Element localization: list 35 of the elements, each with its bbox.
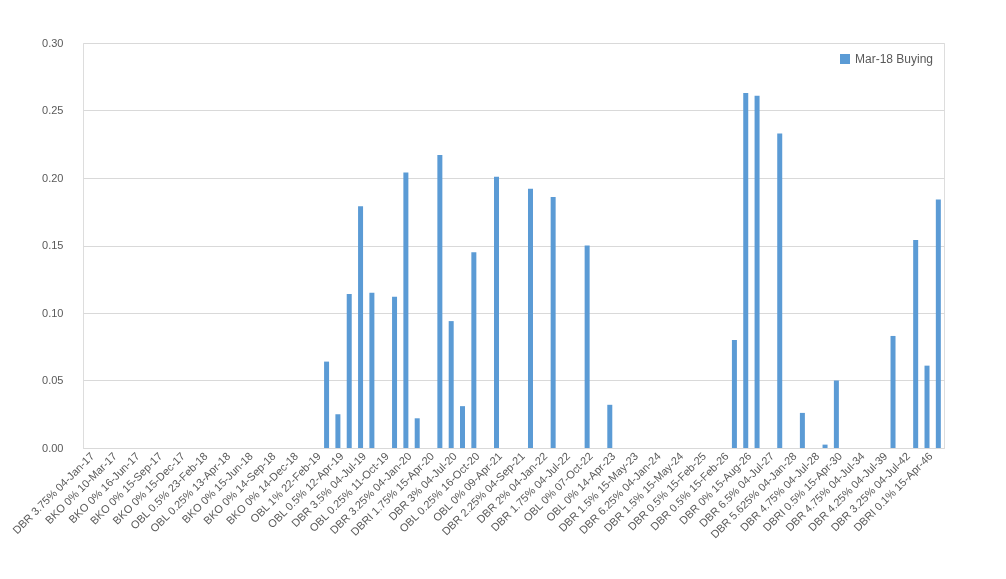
bar: [369, 292, 375, 448]
bar: [335, 414, 341, 448]
y-tick-label: 0.25: [42, 104, 64, 116]
bar: [414, 418, 420, 448]
bar: [471, 252, 477, 448]
bar: [448, 321, 454, 448]
bar: [584, 245, 590, 448]
bar: [890, 335, 896, 448]
bar: [799, 412, 805, 448]
bar: [754, 95, 760, 448]
bar: [913, 240, 919, 448]
bar: [437, 155, 443, 448]
bar: [924, 365, 930, 448]
y-tick-label: 0.15: [42, 239, 64, 251]
bar: [833, 380, 839, 448]
bar: [607, 404, 613, 448]
legend-label: Mar-18 Buying: [855, 52, 934, 66]
y-tick-label: 0.05: [42, 374, 64, 386]
bar: [731, 340, 737, 448]
bar: [550, 196, 556, 448]
y-tick-label: 0.00: [42, 441, 64, 454]
bar: [743, 92, 749, 448]
bar: [494, 176, 500, 448]
y-tick-label: 0.20: [42, 171, 64, 184]
bar: [346, 294, 352, 448]
bar: [460, 406, 466, 448]
bar: [935, 199, 941, 448]
bar: [403, 172, 409, 448]
bar: [527, 188, 533, 448]
bar: [777, 133, 783, 448]
y-tick-label: 0.30: [42, 36, 64, 49]
bar: [324, 361, 330, 448]
y-tick-label: 0.10: [42, 306, 64, 319]
bar: [358, 206, 364, 448]
bar: [392, 296, 398, 448]
